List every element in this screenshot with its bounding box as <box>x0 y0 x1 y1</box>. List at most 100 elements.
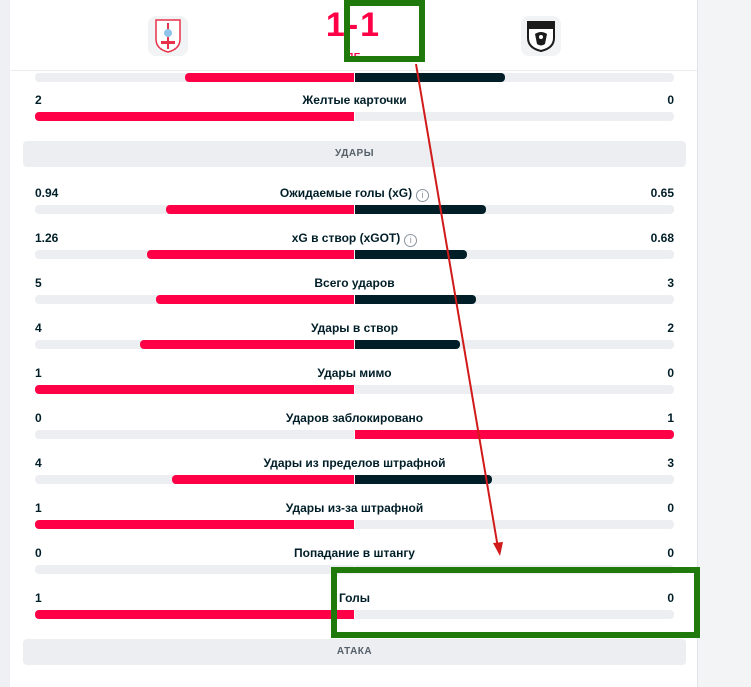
home-bar-track <box>35 475 354 484</box>
home-value: 5 <box>35 276 42 290</box>
stat-name: Ожидаемые голы (xG) <box>279 186 413 200</box>
match-score: 1-1 <box>325 6 382 44</box>
stat-row: 4 Удары в створ 2 <box>35 320 674 360</box>
celta-crest-icon <box>155 19 181 53</box>
away-bar-track <box>355 250 674 259</box>
home-value: 1 <box>35 366 42 380</box>
home-team-logo[interactable] <box>148 16 188 56</box>
stat-name-wrap: Ударов заблокировано <box>35 410 674 426</box>
stat-name-wrap: Удары в створ <box>35 320 674 336</box>
stat-name-wrap: Ожидаемые голы (xG) i <box>35 185 674 202</box>
home-value: 1.26 <box>35 231 59 245</box>
section-header-attack: АТАКА <box>23 639 686 665</box>
away-bar-track <box>355 430 674 439</box>
stat-name: Удары из пределов штрафной <box>263 456 446 470</box>
home-bar-track <box>35 205 354 214</box>
home-bar <box>156 295 354 304</box>
stat-name-wrap: Голы <box>35 590 674 606</box>
away-bar-track <box>355 385 674 394</box>
stat-name: Голы <box>338 591 371 605</box>
stat-name: xG в створ (xGOT) <box>291 231 401 245</box>
home-bar <box>140 340 354 349</box>
home-value: 4 <box>35 321 42 335</box>
home-bar-track <box>35 73 354 82</box>
home-value: 1 <box>35 501 42 515</box>
stat-name: Удары в створ <box>310 321 399 335</box>
home-bar <box>35 610 354 619</box>
stat-row: 0 Ударов заблокировано 1 <box>35 410 674 450</box>
home-value: 0.94 <box>35 186 59 200</box>
home-value: 0 <box>35 546 42 560</box>
annotation-highlight-score <box>344 0 425 62</box>
stat-name-wrap: Удары мимо <box>35 365 674 381</box>
home-bar-track <box>35 520 354 529</box>
home-bar <box>184 73 354 82</box>
stat-name: Попадание в штангу <box>294 546 415 560</box>
away-bar-track <box>355 295 674 304</box>
stat-name: Желтые карточки <box>302 93 407 107</box>
away-bar <box>355 73 505 82</box>
away-bar-track <box>355 112 674 121</box>
home-value: 0 <box>35 411 42 425</box>
home-bar-track <box>35 250 354 259</box>
home-bar-track <box>35 385 354 394</box>
home-bar-track <box>35 430 354 439</box>
home-bar <box>35 385 354 394</box>
away-bar-track <box>355 520 674 529</box>
stat-row: 5 Всего ударов 3 <box>35 275 674 315</box>
home-bar <box>165 205 354 214</box>
stat-name-wrap: Удары из пределов штрафной <box>35 455 674 471</box>
section-header-shots: УДАРЫ <box>23 141 686 167</box>
away-value: 0 <box>667 591 674 605</box>
stat-name: Ударов заблокировано <box>285 411 424 425</box>
away-value: 0 <box>667 366 674 380</box>
away-bar-track <box>355 340 674 349</box>
info-icon[interactable]: i <box>416 189 430 202</box>
away-bar-track <box>355 73 674 82</box>
home-value: 4 <box>35 456 42 470</box>
away-value: 0.65 <box>650 186 674 200</box>
away-bar-track <box>355 610 674 619</box>
away-value: 2 <box>667 321 674 335</box>
stat-row: 0.94 Ожидаемые голы (xG) i 0.65 <box>35 185 674 225</box>
stat-row-partial <box>35 53 674 93</box>
away-value: 0 <box>667 93 674 107</box>
away-bar <box>355 250 467 259</box>
away-value: 0 <box>667 546 674 560</box>
info-icon[interactable]: i <box>404 234 418 247</box>
home-value: 1 <box>35 591 42 605</box>
away-value: 3 <box>667 276 674 290</box>
stat-name-wrap: Попадание в штангу <box>35 545 674 561</box>
paok-crest-icon <box>527 21 555 52</box>
stat-name-wrap: xG в створ (xGOT) i <box>35 230 674 247</box>
stat-row: 4 Удары из пределов штрафной 3 <box>35 455 674 495</box>
away-value: 0.68 <box>650 231 674 245</box>
stat-name: Всего ударов <box>314 276 395 290</box>
stat-row: 1.26 xG в створ (xGOT) i 0.68 <box>35 230 674 270</box>
stat-name-wrap: Удары из-за штрафной <box>35 500 674 516</box>
stat-name: Удары из-за штрафной <box>285 501 424 515</box>
home-bar <box>146 250 354 259</box>
home-bar <box>172 475 354 484</box>
stat-row: 1 Удары мимо 0 <box>35 365 674 405</box>
home-value: 2 <box>35 93 42 107</box>
home-bar-track <box>35 340 354 349</box>
away-bar-track <box>355 475 674 484</box>
away-bar <box>355 295 477 304</box>
stat-name: Удары мимо <box>317 366 392 380</box>
page-side-gutter <box>697 0 751 687</box>
away-bar <box>355 205 486 214</box>
away-bar <box>355 340 461 349</box>
away-value: 3 <box>667 456 674 470</box>
stat-row: 1 Голы 0 <box>35 590 674 630</box>
away-value: 1 <box>667 411 674 425</box>
away-team-logo[interactable] <box>521 16 561 56</box>
match-header: 1-1 ПЕ <box>10 0 697 71</box>
away-value: 0 <box>667 501 674 515</box>
away-bar-track <box>355 205 674 214</box>
home-bar-track <box>35 610 354 619</box>
stat-name-wrap: Всего ударов <box>35 275 674 291</box>
stat-row-yellow-cards: 2 Желтые карточки 0 <box>35 92 674 132</box>
home-bar-track <box>35 295 354 304</box>
